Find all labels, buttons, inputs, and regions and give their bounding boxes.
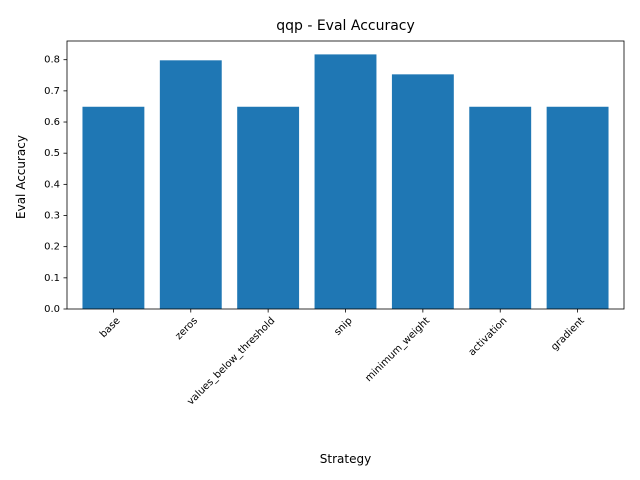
bar-gradient: [546, 106, 609, 310]
bar-activation: [469, 106, 532, 310]
y-tick-label: 0.4: [44, 179, 60, 190]
y-tick-label: 0.8: [44, 55, 60, 66]
y-tick-label: 0.5: [44, 148, 60, 159]
y-axis: 0.0 0.1 0.2 0.3 0.4 0.5 0.6 0.7 0.8: [44, 55, 67, 315]
y-tick-label: 0.1: [44, 273, 60, 284]
x-axis-label: Strategy: [320, 452, 371, 466]
plot-frame: [66, 40, 625, 310]
bar-snip: [314, 54, 377, 310]
bar-zeros: [159, 60, 222, 310]
y-tick-label: 0.6: [44, 117, 60, 128]
bar-minimum-weight: [391, 74, 454, 310]
bar-values-below-threshold: [237, 106, 300, 310]
bars: [82, 54, 609, 310]
bar-base: [82, 106, 145, 310]
y-tick-label: 0.3: [44, 211, 60, 222]
y-tick-label: 0.7: [44, 86, 60, 97]
y-tick-label: 0.0: [44, 304, 60, 315]
y-axis-label: Eval Accuracy: [14, 135, 28, 219]
chart-title: qqp - Eval Accuracy: [276, 18, 415, 34]
y-tick-label: 0.2: [44, 242, 60, 253]
